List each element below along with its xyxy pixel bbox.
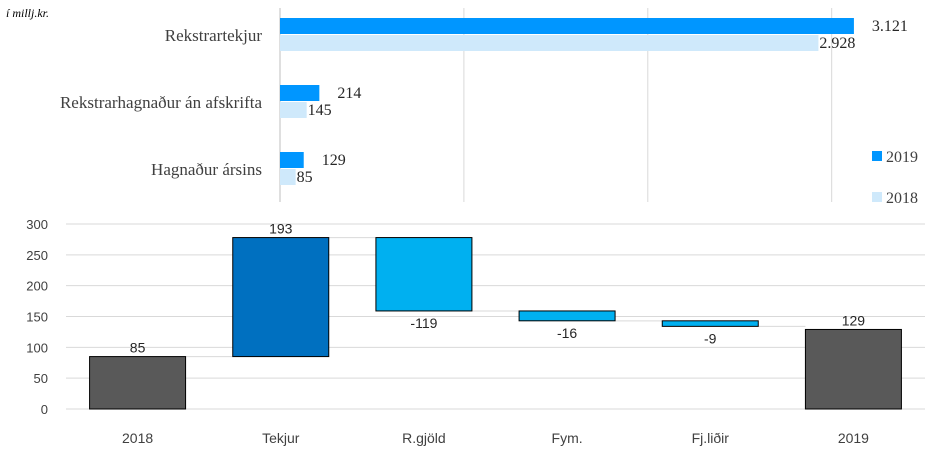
wf-category-label: Fym. [552, 430, 583, 446]
legend-label-2018: 2018 [886, 190, 918, 207]
hbar-bar-2019 [280, 18, 854, 34]
wf-bar-total [89, 356, 187, 410]
wf-y-tick-label: 250 [26, 248, 48, 263]
unit-note: í millj.kr. [6, 6, 49, 20]
wf-bar-decrease [375, 237, 473, 312]
legend-swatch-2018 [872, 192, 882, 202]
wf-bar-increase [232, 237, 330, 358]
hbar-value-label: 214 [337, 85, 361, 102]
wf-y-tick-label: 200 [26, 279, 48, 294]
hbar-category-label: Rekstrartekjur [165, 26, 263, 45]
wf-bar-decrease [661, 320, 759, 327]
wf-value-label: -119 [410, 315, 437, 331]
wf-category-label: 2019 [838, 430, 869, 446]
wf-category-label: Tekjur [262, 430, 300, 446]
wf-bar-total [804, 328, 902, 410]
hbar-bar-2018 [280, 102, 307, 118]
wf-y-tick-label: 0 [41, 402, 48, 417]
wf-value-label: -9 [704, 330, 717, 346]
hbar-bar-2019 [280, 152, 304, 168]
wf-value-label: 85 [130, 340, 146, 356]
horizontal-bar-chart: Rekstrartekjur 3.121 2.928 Rekstrarhagnaður… [60, 8, 918, 207]
wf-y-tick-label: 150 [26, 310, 48, 325]
wf-value-label: -16 [557, 325, 577, 341]
hbar-value-label: 85 [297, 169, 313, 186]
wf-value-label: 193 [269, 221, 293, 237]
hbar-value-label: 129 [322, 152, 346, 169]
hbar-category-label: Rekstrarhagnaður án afskrifta [60, 93, 262, 112]
wf-y-tick-label: 300 [26, 217, 48, 232]
hbar-value-label: 3.121 [872, 18, 908, 35]
hbar-bar-2019 [280, 85, 320, 101]
hbar-bar-2018 [280, 35, 819, 51]
legend-swatch-2019 [872, 151, 882, 161]
wf-category-label: Fj.liðir [692, 430, 730, 446]
waterfall-chart: 0 50 100 150 200 250 300 85 2018 193 Tekjur -119 R.g… [26, 217, 925, 446]
legend-label-2019: 2019 [886, 149, 918, 166]
hbar-value-label: 2.928 [819, 35, 855, 52]
hbar-bar-2018 [280, 169, 296, 185]
wf-category-label: R.gjöld [402, 430, 446, 446]
wf-category-label: 2018 [122, 430, 153, 446]
wf-y-tick-label: 50 [34, 371, 48, 386]
hbar-value-label: 145 [308, 102, 332, 119]
wf-value-label: 129 [842, 312, 866, 328]
wf-bar-decrease [518, 310, 616, 322]
wf-y-tick-label: 100 [26, 340, 48, 355]
hbar-category-label: Hagnaður ársins [151, 160, 262, 179]
